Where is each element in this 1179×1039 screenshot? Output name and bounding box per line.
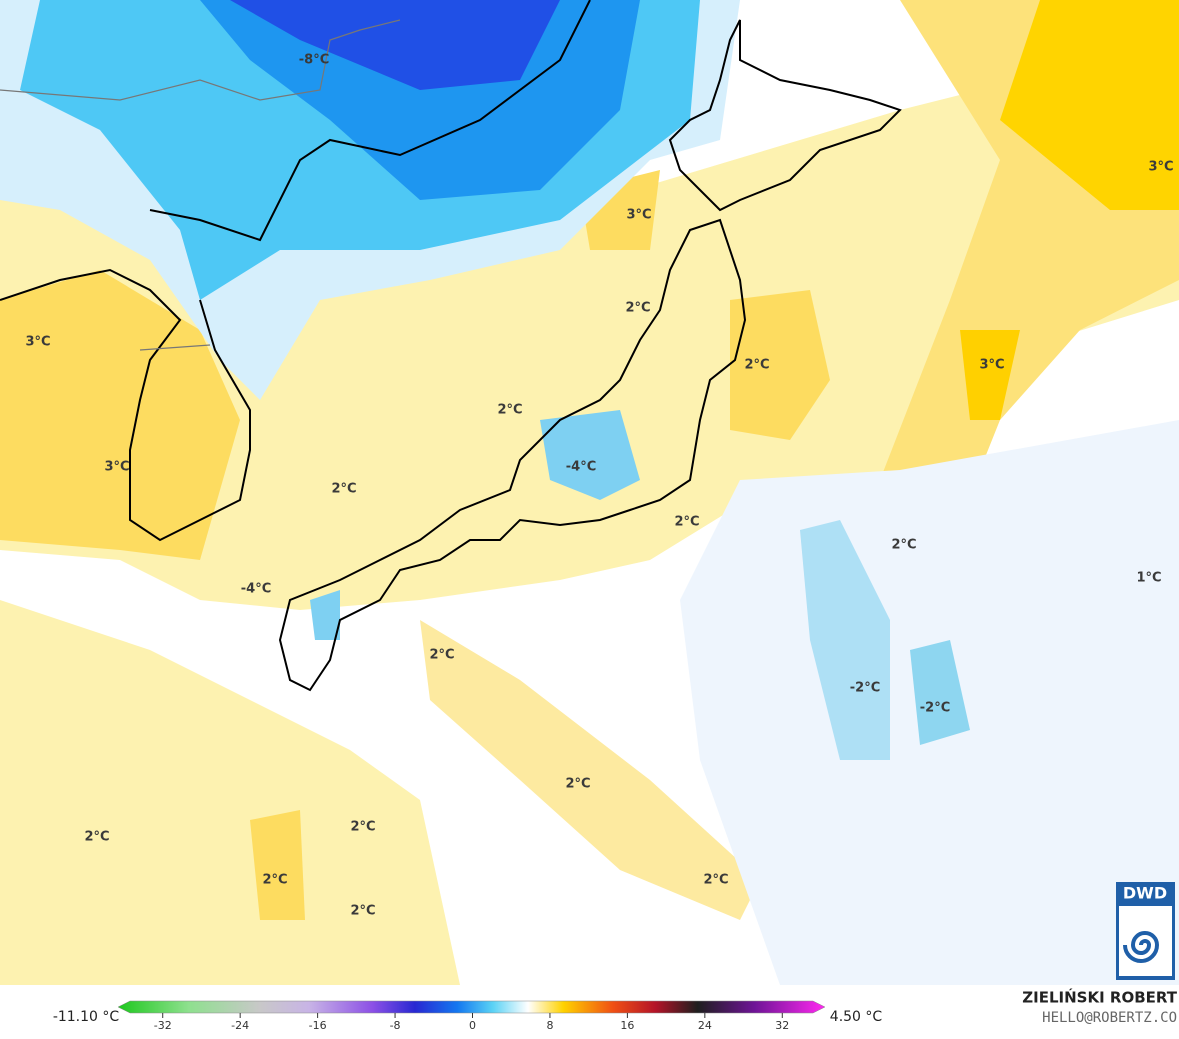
contour-label: 2°C [703,873,728,888]
contour-label: -4°C [566,460,596,475]
contour-label: 3°C [25,335,50,350]
contour-label: -2°C [920,701,950,716]
author: ZIELIŃSKI ROBERT [1022,988,1177,1007]
colorbar-tick-label: 32 [775,1019,789,1032]
contour-label: 3°C [626,208,651,223]
contour-label: 2°C [350,904,375,919]
dwd-logo: DWD [1116,882,1175,980]
contour-label: -8°C [299,53,329,68]
coastlines [0,0,902,692]
contour-label: 2°C [625,301,650,316]
colorbar-tick-label: 16 [620,1019,634,1032]
borders [0,19,401,351]
contour-label: -2°C [850,681,880,696]
contour-label: 2°C [350,820,375,835]
colorbar-tick-label: -8 [390,1019,401,1032]
contour-label: 2°C [565,777,590,792]
colorbar-tick-label: -16 [309,1019,327,1032]
contour-label: 2°C [429,648,454,663]
contour-label: 2°C [744,358,769,373]
contour-label: -4°C [241,582,271,597]
contour-label: 2°C [497,403,522,418]
email: HELLO@ROBERTZ.CO [1042,1010,1177,1026]
contour-label: 1°C [1136,571,1161,586]
contour-label: 3°C [1148,160,1173,175]
colorbar-tick-label: -24 [231,1019,249,1032]
colorbar-tick-label: 8 [546,1019,553,1032]
logo-text: DWD [1123,884,1167,903]
contour-label: 2°C [331,482,356,497]
contour-label: 2°C [262,873,287,888]
contour-label: 3°C [104,460,129,475]
legend-min: -11.10 °C [53,1009,120,1025]
contour-label: 2°C [674,515,699,530]
colorbar-tick-label: 0 [469,1019,476,1032]
contour-label: 2°C [891,538,916,553]
colorbar-tick-label: 24 [698,1019,712,1032]
colorbar [117,1000,826,1014]
contour-label: 2°C [84,830,109,845]
contour-label: 3°C [979,358,1004,373]
legend-max: 4.50 °C [830,1009,883,1025]
colorbar-tick-label: -32 [154,1019,172,1032]
map-field [0,0,1179,985]
